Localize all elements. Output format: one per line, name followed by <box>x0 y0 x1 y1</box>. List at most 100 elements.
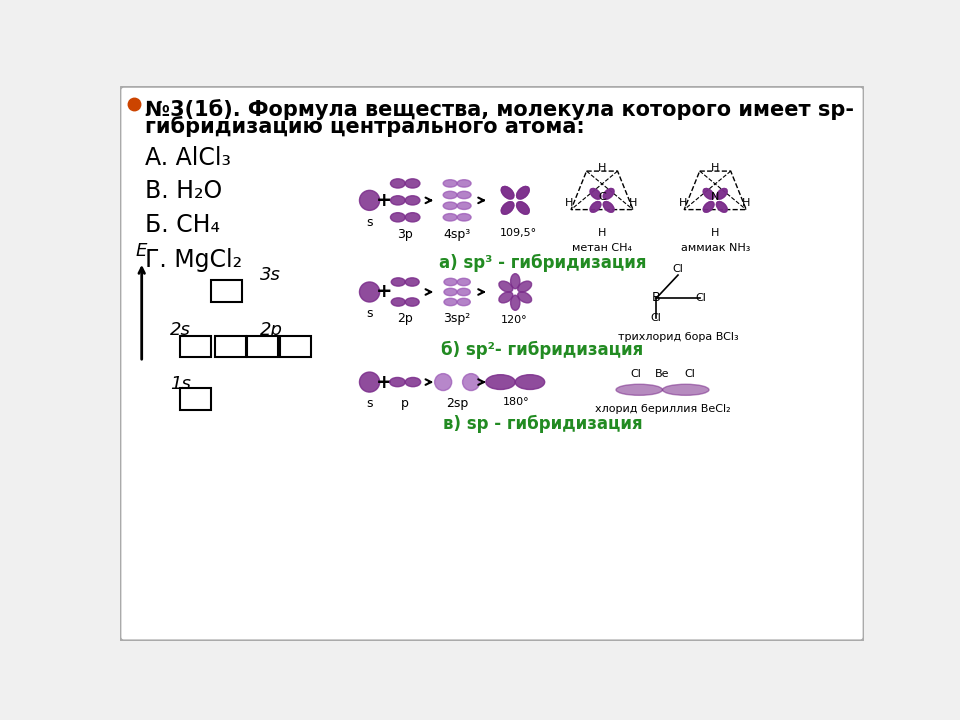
FancyBboxPatch shape <box>211 280 243 302</box>
Ellipse shape <box>405 196 420 205</box>
Circle shape <box>359 190 379 210</box>
Ellipse shape <box>444 298 457 306</box>
Ellipse shape <box>444 192 457 199</box>
Text: s: s <box>367 397 372 410</box>
Text: +: + <box>376 191 393 210</box>
Ellipse shape <box>501 202 514 215</box>
FancyBboxPatch shape <box>214 336 246 357</box>
Ellipse shape <box>590 202 601 212</box>
Text: H: H <box>742 199 751 208</box>
Ellipse shape <box>457 214 471 221</box>
Text: №3(1б). Формула вещества, молекула которого имеет sp-: №3(1б). Формула вещества, молекула котор… <box>145 99 853 120</box>
Ellipse shape <box>516 374 544 390</box>
Text: H: H <box>598 163 606 173</box>
Text: s: s <box>367 216 372 229</box>
Text: 2s: 2s <box>170 321 191 339</box>
Text: +: + <box>376 372 393 392</box>
Ellipse shape <box>391 179 405 188</box>
Ellipse shape <box>716 202 727 212</box>
Ellipse shape <box>501 186 514 199</box>
Text: p: p <box>401 397 409 410</box>
Ellipse shape <box>704 202 714 212</box>
Text: хлорид бериллия BeCl₂: хлорид бериллия BeCl₂ <box>594 404 731 413</box>
Ellipse shape <box>517 281 532 292</box>
Text: 120°: 120° <box>501 315 528 325</box>
FancyBboxPatch shape <box>247 336 278 357</box>
Circle shape <box>359 282 379 302</box>
Ellipse shape <box>457 202 471 210</box>
Text: E: E <box>135 243 147 261</box>
Ellipse shape <box>511 295 520 310</box>
Text: 2p: 2p <box>259 321 282 339</box>
Text: 3p: 3p <box>397 228 413 241</box>
Ellipse shape <box>517 292 532 303</box>
Text: 3sp²: 3sp² <box>444 312 470 325</box>
Ellipse shape <box>716 189 727 199</box>
Text: аммиак NH₃: аммиак NH₃ <box>681 243 750 253</box>
Ellipse shape <box>444 279 457 286</box>
Ellipse shape <box>392 298 405 306</box>
Ellipse shape <box>392 278 405 286</box>
Text: H: H <box>711 163 719 173</box>
Text: Cl: Cl <box>696 293 707 303</box>
Ellipse shape <box>704 189 714 199</box>
Ellipse shape <box>616 384 662 395</box>
Ellipse shape <box>704 202 714 212</box>
Ellipse shape <box>457 180 471 187</box>
Text: H: H <box>598 228 606 238</box>
Circle shape <box>435 374 452 390</box>
Ellipse shape <box>590 202 601 212</box>
Ellipse shape <box>391 212 405 222</box>
Text: 2sp: 2sp <box>446 397 468 410</box>
Circle shape <box>359 372 379 392</box>
Text: гибридизацию центрального атома:: гибридизацию центрального атома: <box>145 117 585 138</box>
Text: 4sp³: 4sp³ <box>444 228 470 241</box>
Text: Cl: Cl <box>684 369 695 379</box>
Text: Cl: Cl <box>673 264 684 274</box>
Text: C: C <box>598 192 606 202</box>
Text: в) sp - гибридизация: в) sp - гибридизация <box>443 415 642 433</box>
Text: H: H <box>711 228 719 238</box>
Ellipse shape <box>516 202 529 215</box>
Ellipse shape <box>704 189 714 199</box>
Ellipse shape <box>716 189 727 199</box>
Ellipse shape <box>405 179 420 188</box>
FancyBboxPatch shape <box>180 336 211 357</box>
Ellipse shape <box>444 180 457 187</box>
Ellipse shape <box>405 298 420 306</box>
Text: 2p: 2p <box>397 312 413 325</box>
Ellipse shape <box>662 384 709 395</box>
Text: 3s: 3s <box>259 266 280 284</box>
Text: B. H₂O: B. H₂O <box>145 179 222 203</box>
Ellipse shape <box>716 202 727 212</box>
Ellipse shape <box>516 186 529 199</box>
Text: B: B <box>652 291 660 305</box>
Ellipse shape <box>516 186 529 199</box>
Ellipse shape <box>590 189 601 199</box>
Ellipse shape <box>603 202 614 212</box>
Text: Б. CH₄: Б. CH₄ <box>145 213 220 238</box>
Text: Cl: Cl <box>651 313 661 323</box>
Ellipse shape <box>391 196 405 205</box>
Text: H: H <box>629 199 637 208</box>
Ellipse shape <box>590 189 601 199</box>
Ellipse shape <box>405 212 420 222</box>
Ellipse shape <box>516 202 529 215</box>
Text: б) sp²- гибридизация: б) sp²- гибридизация <box>442 341 643 359</box>
Ellipse shape <box>603 202 614 212</box>
Ellipse shape <box>457 279 470 286</box>
Text: Г. MgCl₂: Г. MgCl₂ <box>145 248 242 272</box>
Circle shape <box>463 374 480 390</box>
Text: A. AlCl₃: A. AlCl₃ <box>145 145 230 170</box>
Text: N: N <box>711 192 719 202</box>
FancyBboxPatch shape <box>120 86 864 641</box>
Ellipse shape <box>457 298 470 306</box>
Text: H: H <box>565 199 574 208</box>
Text: s: s <box>367 307 372 320</box>
Ellipse shape <box>511 274 520 289</box>
Text: 180°: 180° <box>503 397 530 408</box>
FancyBboxPatch shape <box>279 336 311 357</box>
Ellipse shape <box>405 377 420 387</box>
Text: H: H <box>679 199 686 208</box>
Ellipse shape <box>501 202 514 215</box>
